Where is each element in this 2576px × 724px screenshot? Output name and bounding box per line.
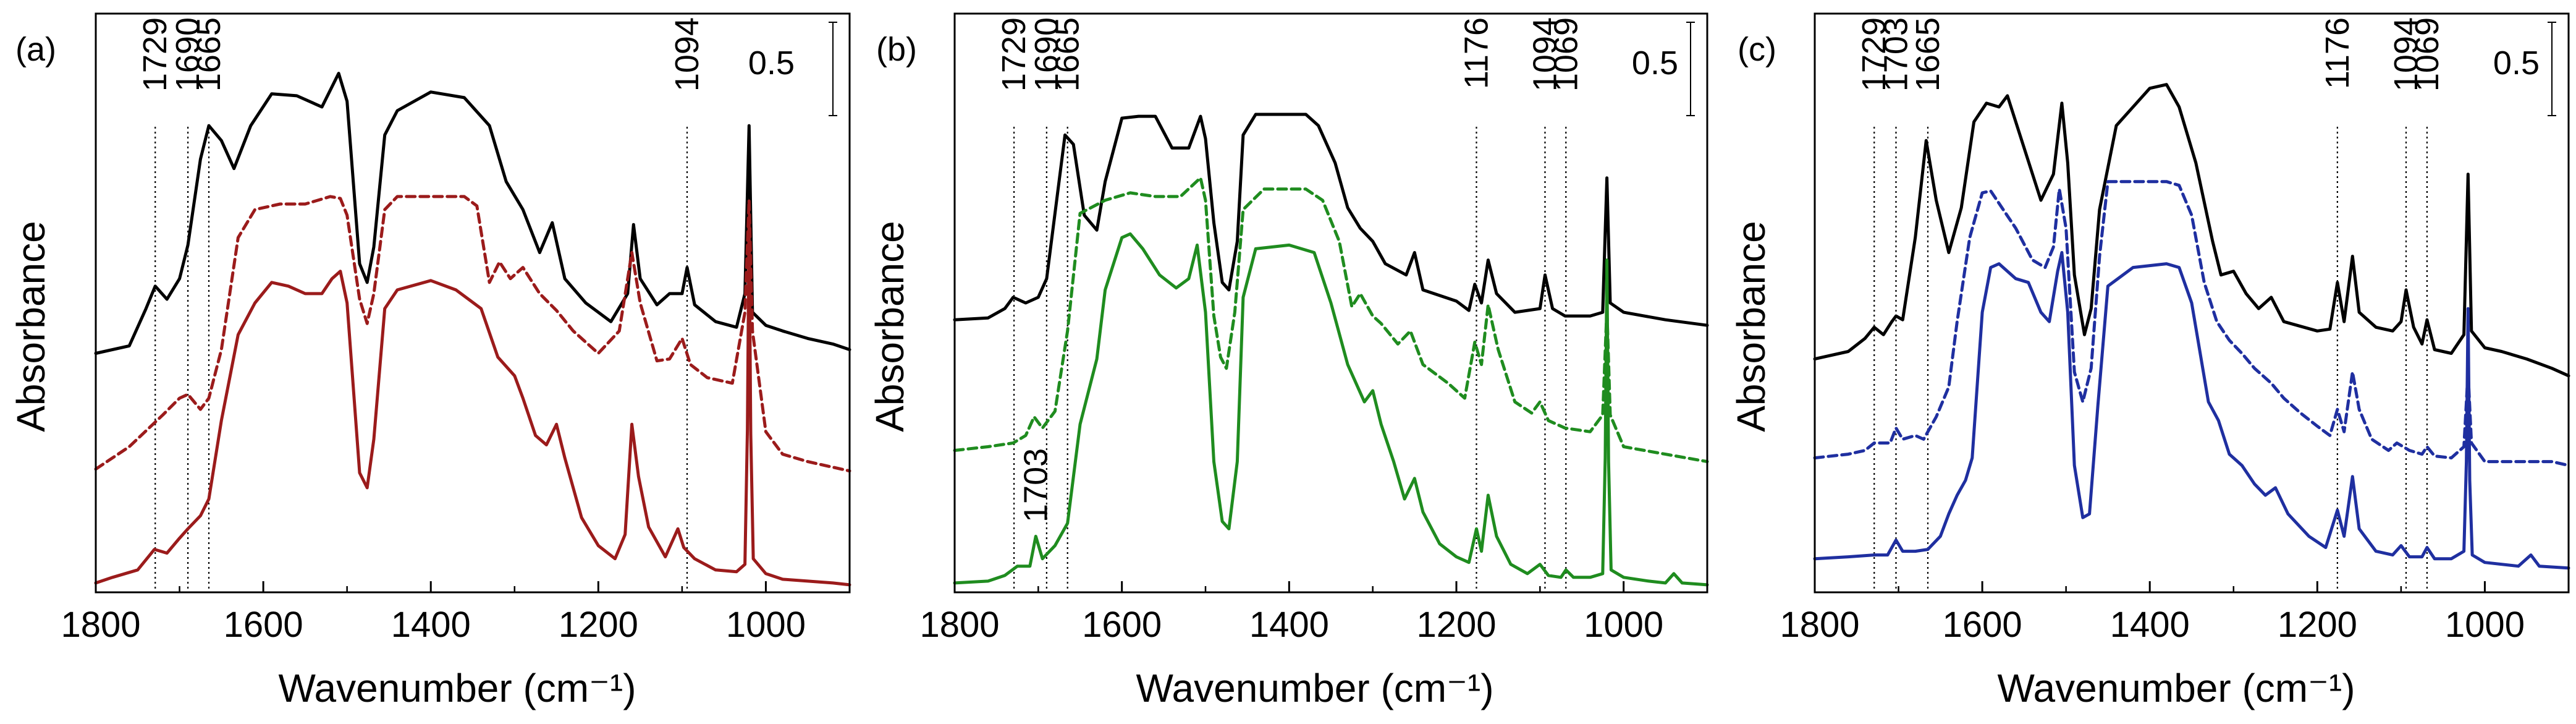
reference-line-label: 1176 [2319,17,2356,89]
reference-line-label: 1665 [1049,17,1086,92]
reference-line-label: 1094 [1526,17,1563,92]
y-axis-label: Absorbance [868,221,912,432]
scale-bar-label: 0.5 [1632,45,1678,82]
reference-line-label: 1094 [669,17,706,92]
plot-frame [1814,12,2570,594]
scale-bar-label: 0.5 [748,45,795,82]
x-tick-label: 1000 [2445,605,2525,645]
x-tick-label: 1400 [2110,605,2190,645]
reference-line-label: 1069 [1547,17,1584,92]
x-tick-label: 1800 [1780,605,1859,645]
panel-a: (a) Absorbance Wavenumber (cm⁻¹) 0.5 172… [9,12,851,710]
reference-line-label: 1094 [2388,17,2425,92]
series-line [94,217,851,587]
reference-line-label: 1703 [1877,17,1914,92]
x-tick-label: 1400 [1249,605,1329,645]
reference-line-label: 1176 [1458,17,1495,89]
peak-label: 1703 [1017,448,1054,522]
x-tick-label: 1200 [1416,605,1496,645]
x-axis-label: Wavenumber (cm⁻¹) [1136,666,1493,710]
panel-c: (c) Absorbance Wavenumber (cm⁻¹) 0.5 172… [1729,12,2570,710]
plot-frame [95,12,851,594]
x-tick-label: 1200 [559,605,638,645]
x-tick-label: 1200 [2278,605,2357,645]
y-axis-label: Absorbance [9,221,53,432]
reference-line-label: 1665 [1909,17,1946,92]
x-tick-label: 1600 [1943,605,2022,645]
series-line [953,232,1709,587]
series-line [94,195,851,473]
reference-line-label: 1665 [190,17,227,92]
x-tick-label: 1400 [391,605,471,645]
x-axis-label: Wavenumber (cm⁻¹) [278,666,636,710]
series-line [1813,180,2570,467]
reference-line-label: 1729 [995,17,1033,92]
reference-line-label: 1690 [169,17,206,92]
panel-label: (b) [876,31,917,68]
series-line [1813,83,2570,378]
scale-bar-label: 0.5 [2493,45,2540,82]
series-line [94,72,851,355]
reference-line-label: 1690 [1028,17,1065,92]
plot-frame [953,12,1708,594]
reference-line-label: 1069 [2409,17,2446,92]
x-tick-label: 1800 [61,605,140,645]
series-line [1813,251,2570,570]
x-tick-label: 1800 [919,605,999,645]
reference-line-label: 1729 [1856,17,1893,92]
reference-line-label: 1729 [137,17,174,92]
x-axis-label: Wavenumber (cm⁻¹) [1997,666,2355,710]
series-line [953,113,1709,327]
x-tick-label: 1600 [1082,605,1162,645]
x-tick-label: 1000 [1584,605,1663,645]
y-axis-label: Absorbance [1729,221,1773,432]
panel-label: (a) [15,31,56,68]
x-tick-label: 1600 [224,605,303,645]
panel-label: (c) [1738,31,1776,68]
panel-b: (b) Absorbance Wavenumber (cm⁻¹) 0.5 172… [868,12,1709,710]
series-line [953,176,1709,464]
x-tick-label: 1000 [726,605,806,645]
